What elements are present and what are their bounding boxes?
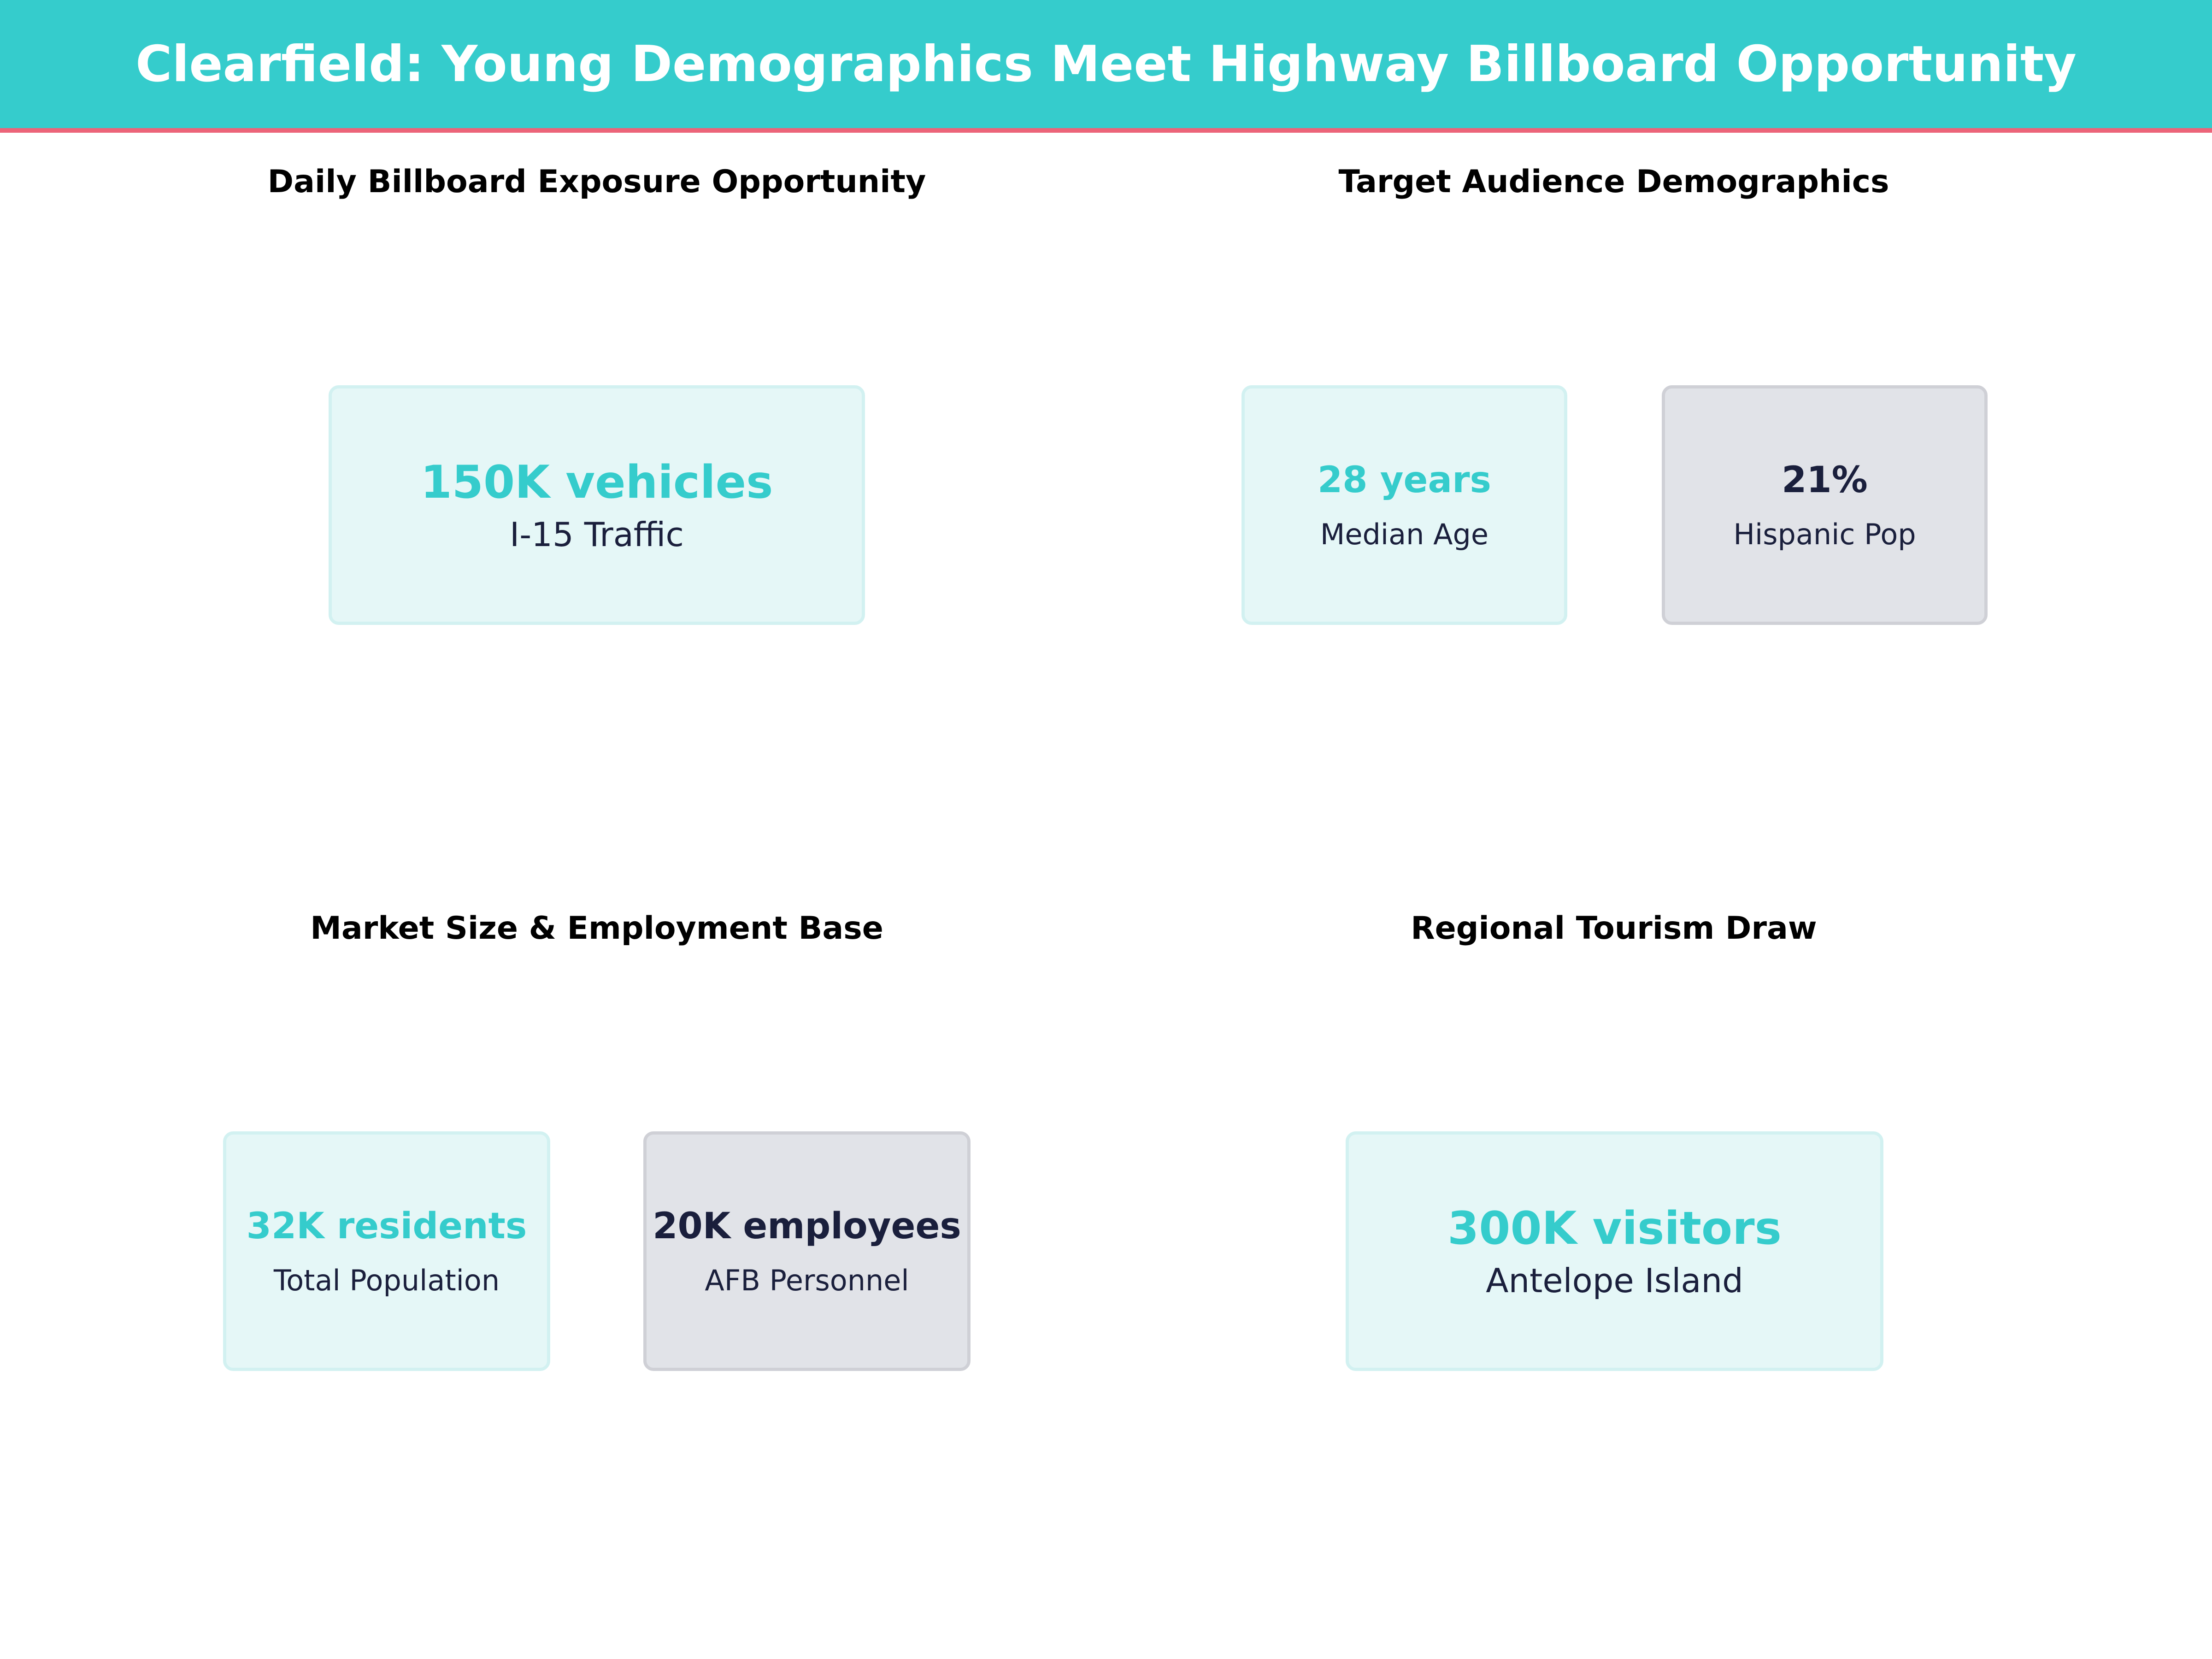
- stat-card-median-age: 28 years Median Age: [1241, 385, 1567, 625]
- stat-card-traffic: 150K vehicles I-15 Traffic: [329, 385, 865, 625]
- panel-title-demographics: Target Audience Demographics: [1338, 164, 1889, 200]
- stat-card-tourism: 300K visitors Antelope Island: [1346, 1131, 1883, 1371]
- stat-value: 21%: [1782, 459, 1868, 501]
- stat-value: 300K visitors: [1447, 1202, 1782, 1255]
- stat-value: 28 years: [1318, 459, 1491, 501]
- panel-title-tourism: Regional Tourism Draw: [1411, 910, 1817, 947]
- page-title: Clearfield: Young Demographics Meet High…: [135, 35, 2077, 93]
- stat-card-hispanic-pop: 21% Hispanic Pop: [1662, 385, 1988, 625]
- stat-value: 20K employees: [653, 1205, 961, 1247]
- panel-title-exposure: Daily Billboard Exposure Opportunity: [267, 164, 926, 200]
- stat-value: 150K vehicles: [420, 456, 773, 509]
- stat-label: I-15 Traffic: [509, 515, 684, 554]
- panel-title-market-size: Market Size & Employment Base: [310, 910, 883, 947]
- stat-label: Hispanic Pop: [1733, 517, 1916, 551]
- stat-value: 32K residents: [246, 1205, 527, 1247]
- header-banner: Clearfield: Young Demographics Meet High…: [0, 0, 2212, 133]
- stat-label: Total Population: [273, 1263, 500, 1297]
- stat-card-afb-personnel: 20K employees AFB Personnel: [643, 1131, 971, 1371]
- stat-card-population: 32K residents Total Population: [223, 1131, 550, 1371]
- stat-label: Median Age: [1320, 517, 1489, 551]
- stat-label: Antelope Island: [1486, 1261, 1743, 1300]
- stat-label: AFB Personnel: [705, 1263, 909, 1297]
